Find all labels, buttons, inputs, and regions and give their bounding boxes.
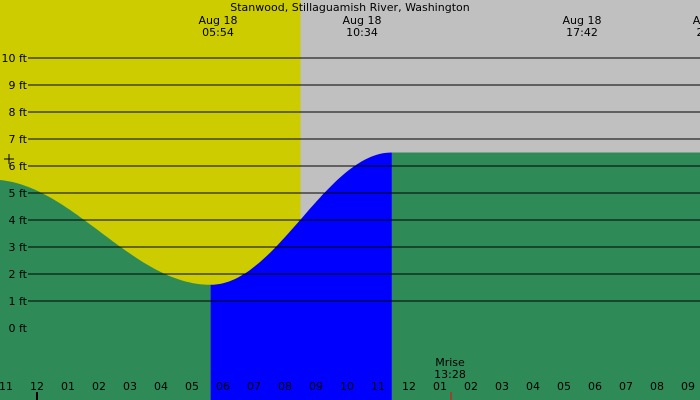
chart-title: Stanwood, Stillaguamish River, Washingto… xyxy=(230,1,469,14)
x-tick-label: 04 xyxy=(526,380,540,393)
moonrise-annotation: Mrise 13:28 xyxy=(434,356,466,400)
falling-tide-area xyxy=(391,152,700,400)
x-tick-label: 07 xyxy=(247,380,261,393)
x-tick-label: 09 xyxy=(681,380,695,393)
y-tick-label: 1 ft xyxy=(9,295,28,308)
x-tick-label: 07 xyxy=(619,380,633,393)
event-time: 10:34 xyxy=(346,26,378,39)
x-tick-label: 01 xyxy=(61,380,75,393)
x-tick-label: 10 xyxy=(340,380,354,393)
moonrise-time: 13:28 xyxy=(434,368,466,381)
event-date: Au xyxy=(693,14,700,27)
x-tick-label: 05 xyxy=(185,380,199,393)
rising-tide-area xyxy=(210,152,392,400)
y-tick-label: 6 ft xyxy=(9,160,28,173)
gridlines xyxy=(4,57,700,302)
x-tick-label: 03 xyxy=(123,380,137,393)
x-tick-label: 11 xyxy=(371,380,385,393)
x-tick-label: 05 xyxy=(557,380,571,393)
y-axis-labels: 0 ft 1 ft 2 ft 3 ft 4 ft 5 ft 6 ft 7 ft 8 ft 9 ft… xyxy=(2,52,28,335)
event-time: 2 xyxy=(697,26,700,39)
x-tick-label: 02 xyxy=(92,380,106,393)
event-time: 05:54 xyxy=(202,26,234,39)
falling-tide-area xyxy=(0,180,211,400)
x-tick-label: 11 xyxy=(0,380,13,393)
y-tick-label: 8 ft xyxy=(9,106,28,119)
y-tick-label: 9 ft xyxy=(9,79,28,92)
x-tick-label: 12 xyxy=(402,380,416,393)
tide-areas xyxy=(0,152,700,400)
y-tick-label: 5 ft xyxy=(9,187,28,200)
event-date: Aug 18 xyxy=(343,14,382,27)
x-tick-label: 06 xyxy=(588,380,602,393)
x-tick-label: 04 xyxy=(154,380,168,393)
x-tick-label: 08 xyxy=(278,380,292,393)
x-tick-label: 03 xyxy=(495,380,509,393)
x-tick-label: 12 xyxy=(30,380,44,393)
x-tick-label: 01 xyxy=(433,380,447,393)
x-tick-label: 09 xyxy=(309,380,323,393)
y-tick-label: 4 ft xyxy=(9,214,28,227)
event-date: Aug 18 xyxy=(563,14,602,27)
x-tick-label: 06 xyxy=(216,380,230,393)
x-tick-label: 02 xyxy=(464,380,478,393)
y-tick-label: 7 ft xyxy=(9,133,28,146)
y-tick-label: 3 ft xyxy=(9,241,28,254)
x-axis-labels: 11 12 01 02 03 04 05 06 07 08 09 10 11 12 01 02 03 04 05 06… xyxy=(0,380,695,400)
event-date: Aug 18 xyxy=(199,14,238,27)
moonrise-label: Mrise xyxy=(435,356,465,369)
event-time: 17:42 xyxy=(566,26,598,39)
y-tick-label: 0 ft xyxy=(9,322,28,335)
y-tick-label: 10 ft xyxy=(2,52,28,65)
y-tick-label: 2 ft xyxy=(9,268,28,281)
x-tick-label: 08 xyxy=(650,380,664,393)
